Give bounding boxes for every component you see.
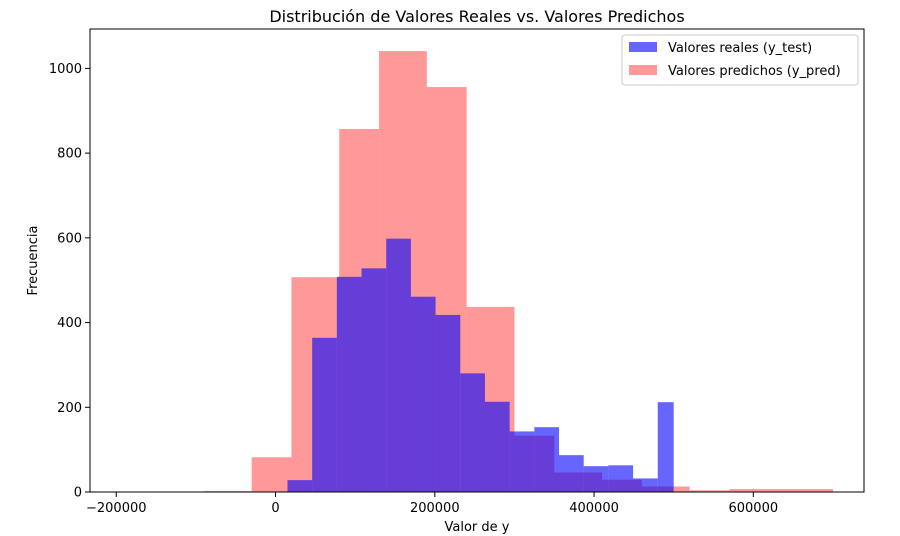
legend: Valores reales (y_test) Valores predicho… [621, 34, 859, 86]
bar-real-4 [386, 238, 411, 492]
y-tick-label-3: 600 [57, 231, 82, 246]
x-tick-label-1: 0 [271, 501, 279, 516]
x-tick-label-2: 200000 [410, 501, 460, 516]
x-axis-label: Valor de y [445, 520, 510, 535]
chart-title: Distribución de Valores Reales vs. Valor… [269, 7, 684, 26]
bar-real-15 [657, 402, 674, 492]
series-real-bars [287, 238, 674, 492]
plot-frame [89, 28, 865, 493]
bar-real-5 [410, 296, 436, 492]
bar-real-12 [583, 466, 609, 492]
bar-pred-14 [729, 489, 778, 492]
y-tick-label-1: 200 [57, 401, 82, 416]
legend-swatch-real [629, 42, 657, 52]
bar-real-2 [336, 276, 362, 492]
bar-pred-13 [689, 490, 730, 492]
bar-real-7 [460, 373, 485, 492]
y-tick-label-4: 800 [57, 147, 82, 162]
x-tick-label-4: 600000 [728, 501, 778, 516]
bar-real-1 [312, 337, 337, 492]
x-tick-label-3: 400000 [569, 501, 619, 516]
bar-real-11 [559, 455, 584, 492]
axes-layer [89, 28, 865, 493]
bars-layer [116, 51, 833, 492]
bar-real-0 [287, 480, 313, 492]
bar-real-10 [534, 427, 560, 492]
y-tick-label-2: 400 [57, 316, 82, 331]
bar-real-3 [361, 268, 387, 492]
bar-real-9 [509, 431, 535, 492]
x-tick-label-0: −200000 [86, 501, 147, 516]
y-tick-label-5: 1000 [49, 62, 82, 77]
y-tick-label-0: 0 [74, 486, 82, 501]
bar-pred-3 [251, 457, 292, 492]
bar-real-13 [608, 465, 634, 492]
x-axis-ticks: −200000 0 200000 400000 600000 [86, 492, 778, 516]
bar-pred-15 [777, 489, 833, 492]
y-axis-ticks: 0 200 400 600 800 1000 [49, 62, 90, 501]
legend-swatch-pred [629, 65, 657, 75]
y-axis-label: Frecuencia [26, 226, 41, 296]
bar-real-8 [484, 401, 510, 492]
bar-real-14 [633, 478, 658, 492]
legend-box [621, 34, 859, 86]
bar-real-6 [435, 314, 461, 492]
legend-label-real: Valores reales (y_test) [668, 41, 812, 56]
legend-label-pred: Valores predichos (y_pred) [668, 64, 841, 79]
